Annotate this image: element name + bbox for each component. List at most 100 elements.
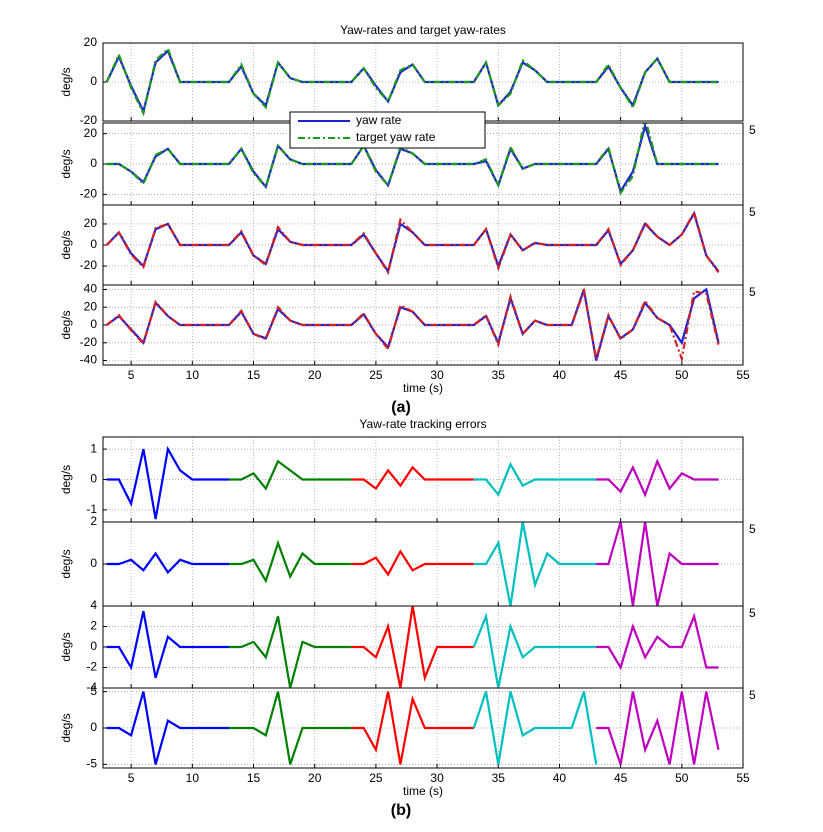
- y-tick-label: 0: [90, 156, 97, 170]
- data-line: [105, 209, 720, 276]
- annotation: 5: [749, 285, 756, 299]
- y-tick-label: -20: [80, 335, 98, 349]
- x-tick-label: 20: [308, 368, 322, 382]
- annotation: 5: [749, 123, 756, 137]
- y-tick-label: -20: [80, 113, 98, 127]
- y-tick-label: -20: [80, 187, 98, 201]
- x-tick-label: 10: [186, 368, 200, 382]
- y-axis-label: deg/s: [59, 632, 73, 661]
- data-line: [106, 691, 229, 765]
- axes-frame: [102, 284, 744, 366]
- data-line: [106, 551, 229, 575]
- x-tick-label: 45: [614, 368, 628, 382]
- data-line: [229, 615, 352, 688]
- y-tick-label: 0: [90, 237, 97, 251]
- y-tick-label: 0: [90, 317, 97, 331]
- y-tick-label: 1: [90, 441, 97, 455]
- x-tick-label: 55: [736, 771, 750, 785]
- y-tick-label: 20: [84, 299, 98, 313]
- data-line: [596, 612, 719, 671]
- chart-title: Yaw-rate tracking errors: [359, 417, 486, 431]
- y-tick-label: 0: [90, 472, 97, 486]
- y-tick-label: 0: [90, 720, 97, 734]
- x-tick-label: 30: [430, 771, 444, 785]
- y-tick-label: 0: [90, 639, 97, 653]
- y-tick-label: -20: [80, 258, 98, 272]
- y-axis-label: deg/s: [59, 713, 73, 742]
- y-tick-label: -5: [86, 757, 97, 771]
- y-tick-label: 40: [84, 282, 98, 296]
- axes-frame: [102, 687, 744, 769]
- data-line: [596, 458, 719, 498]
- data-line: [351, 606, 474, 688]
- x-tick-label: 25: [369, 771, 383, 785]
- y-axis-label: deg/s: [59, 310, 73, 339]
- y-tick-label: -1: [86, 502, 97, 516]
- y-tick-label: 20: [84, 216, 98, 230]
- data-line: [106, 445, 229, 520]
- x-tick-label: 35: [492, 368, 506, 382]
- annotation: 5: [749, 688, 756, 702]
- x-tick-label: 40: [553, 368, 567, 382]
- data-line: [473, 461, 597, 497]
- y-axis-label: deg/s: [59, 230, 73, 259]
- data-line: [105, 46, 719, 117]
- x-tick-label: 30: [430, 368, 444, 382]
- x-tick-label: 5: [128, 368, 135, 382]
- x-axis-label: time (s): [403, 381, 443, 395]
- data-line: [229, 539, 352, 584]
- data-line: [596, 522, 719, 606]
- y-tick-label: -4: [86, 680, 97, 694]
- data-line: [106, 286, 720, 364]
- data-line: [106, 610, 229, 679]
- x-tick-label: 35: [492, 771, 506, 785]
- x-tick-label: 40: [553, 771, 567, 785]
- x-tick-label: 45: [614, 771, 628, 785]
- y-tick-label: 0: [90, 556, 97, 570]
- y-tick-label: 2: [90, 619, 97, 633]
- data-line: [596, 691, 720, 765]
- data-line: [351, 465, 474, 491]
- x-tick-label: 55: [736, 368, 750, 382]
- x-axis-label: time (s): [403, 784, 443, 798]
- caption: (a): [391, 399, 411, 416]
- legend-box: [289, 111, 486, 149]
- x-tick-label: 25: [369, 368, 383, 382]
- y-tick-label: -40: [80, 353, 98, 367]
- y-tick-label: -2: [86, 660, 97, 674]
- y-tick-label: 2: [90, 514, 97, 528]
- x-tick-label: 50: [675, 368, 689, 382]
- y-tick-label: 0: [90, 74, 97, 88]
- caption: (b): [391, 802, 411, 819]
- chart-title: Yaw-rates and target yaw-rates: [340, 23, 506, 37]
- x-tick-label: 20: [308, 771, 322, 785]
- annotation: 5: [749, 606, 756, 620]
- y-axis-label: deg/s: [59, 549, 73, 578]
- y-axis-label: deg/s: [59, 149, 73, 178]
- y-tick-label: 20: [84, 35, 98, 49]
- x-tick-label: 5: [128, 771, 135, 785]
- data-line: [472, 612, 597, 688]
- y-tick-label: 20: [84, 126, 98, 140]
- x-tick-label: 15: [247, 771, 261, 785]
- data-line: [472, 691, 598, 765]
- data-line: [106, 123, 719, 196]
- y-tick-label: 5: [90, 684, 97, 698]
- annotation: 5: [749, 205, 756, 219]
- x-tick-label: 50: [675, 771, 689, 785]
- y-axis-label: deg/s: [59, 465, 73, 494]
- data-line: [351, 691, 474, 765]
- y-tick-label: 4: [90, 598, 97, 612]
- x-tick-label: 10: [186, 771, 200, 785]
- data-line: [229, 459, 352, 491]
- legend-label: yaw rate: [356, 113, 402, 127]
- legend-label: target yaw rate: [356, 130, 436, 144]
- y-axis-label: deg/s: [59, 67, 73, 96]
- data-line: [473, 522, 597, 606]
- data-line: [351, 549, 474, 577]
- annotation: 5: [749, 522, 756, 536]
- data-line: [229, 691, 352, 765]
- x-tick-label: 15: [247, 368, 261, 382]
